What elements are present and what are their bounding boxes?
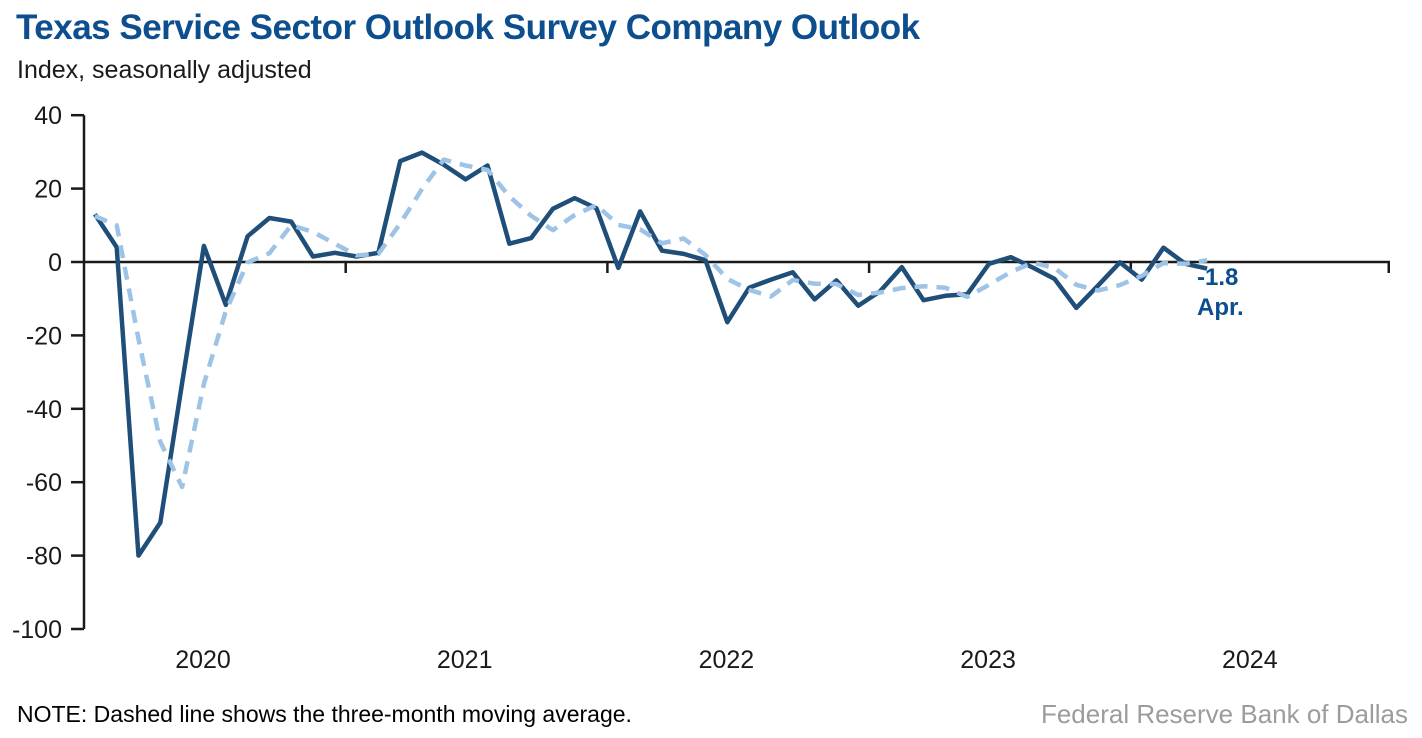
source-text: Federal Reserve Bank of Dallas: [1040, 699, 1408, 729]
y-tick-label: 0: [48, 249, 62, 277]
x-tick-label: 2022: [699, 646, 755, 674]
y-tick-label: -80: [26, 543, 62, 571]
x-tick-label: 2024: [1222, 646, 1278, 674]
chart-subtitle: Index, seasonally adjusted: [17, 56, 312, 84]
x-tick-label: 2021: [437, 646, 493, 674]
y-tick-label: 20: [34, 176, 62, 204]
chart-title: Texas Service Sector Outlook Survey Comp…: [16, 8, 920, 47]
chart-canvas: 40 20 0 -20 -40 -60 -80 -100 2020 2021 2022 2023 202…: [12, 102, 1390, 674]
x-tick-label: 2023: [960, 646, 1016, 674]
y-tick-label: -40: [26, 396, 62, 424]
y-tick-label: -100: [12, 616, 62, 644]
y-tick-label: -20: [26, 322, 62, 350]
index-line: [93, 150, 1208, 558]
last-value-annotation: -1.8 Apr.: [1197, 263, 1317, 323]
last-value-label: -1.8: [1197, 264, 1239, 291]
y-tick-label: -60: [26, 469, 62, 497]
last-month-label: Apr.: [1197, 294, 1244, 321]
y-tick-label: 40: [34, 102, 62, 130]
chart-area: 40 20 0 -20 -40 -60 -80 -100 2020 2021 2022 2023 202…: [12, 102, 1390, 674]
x-tick-label: 2020: [175, 646, 231, 674]
moving-average-line: [94, 157, 1208, 490]
note-text: NOTE: Dashed line shows the three-month …: [17, 701, 632, 727]
